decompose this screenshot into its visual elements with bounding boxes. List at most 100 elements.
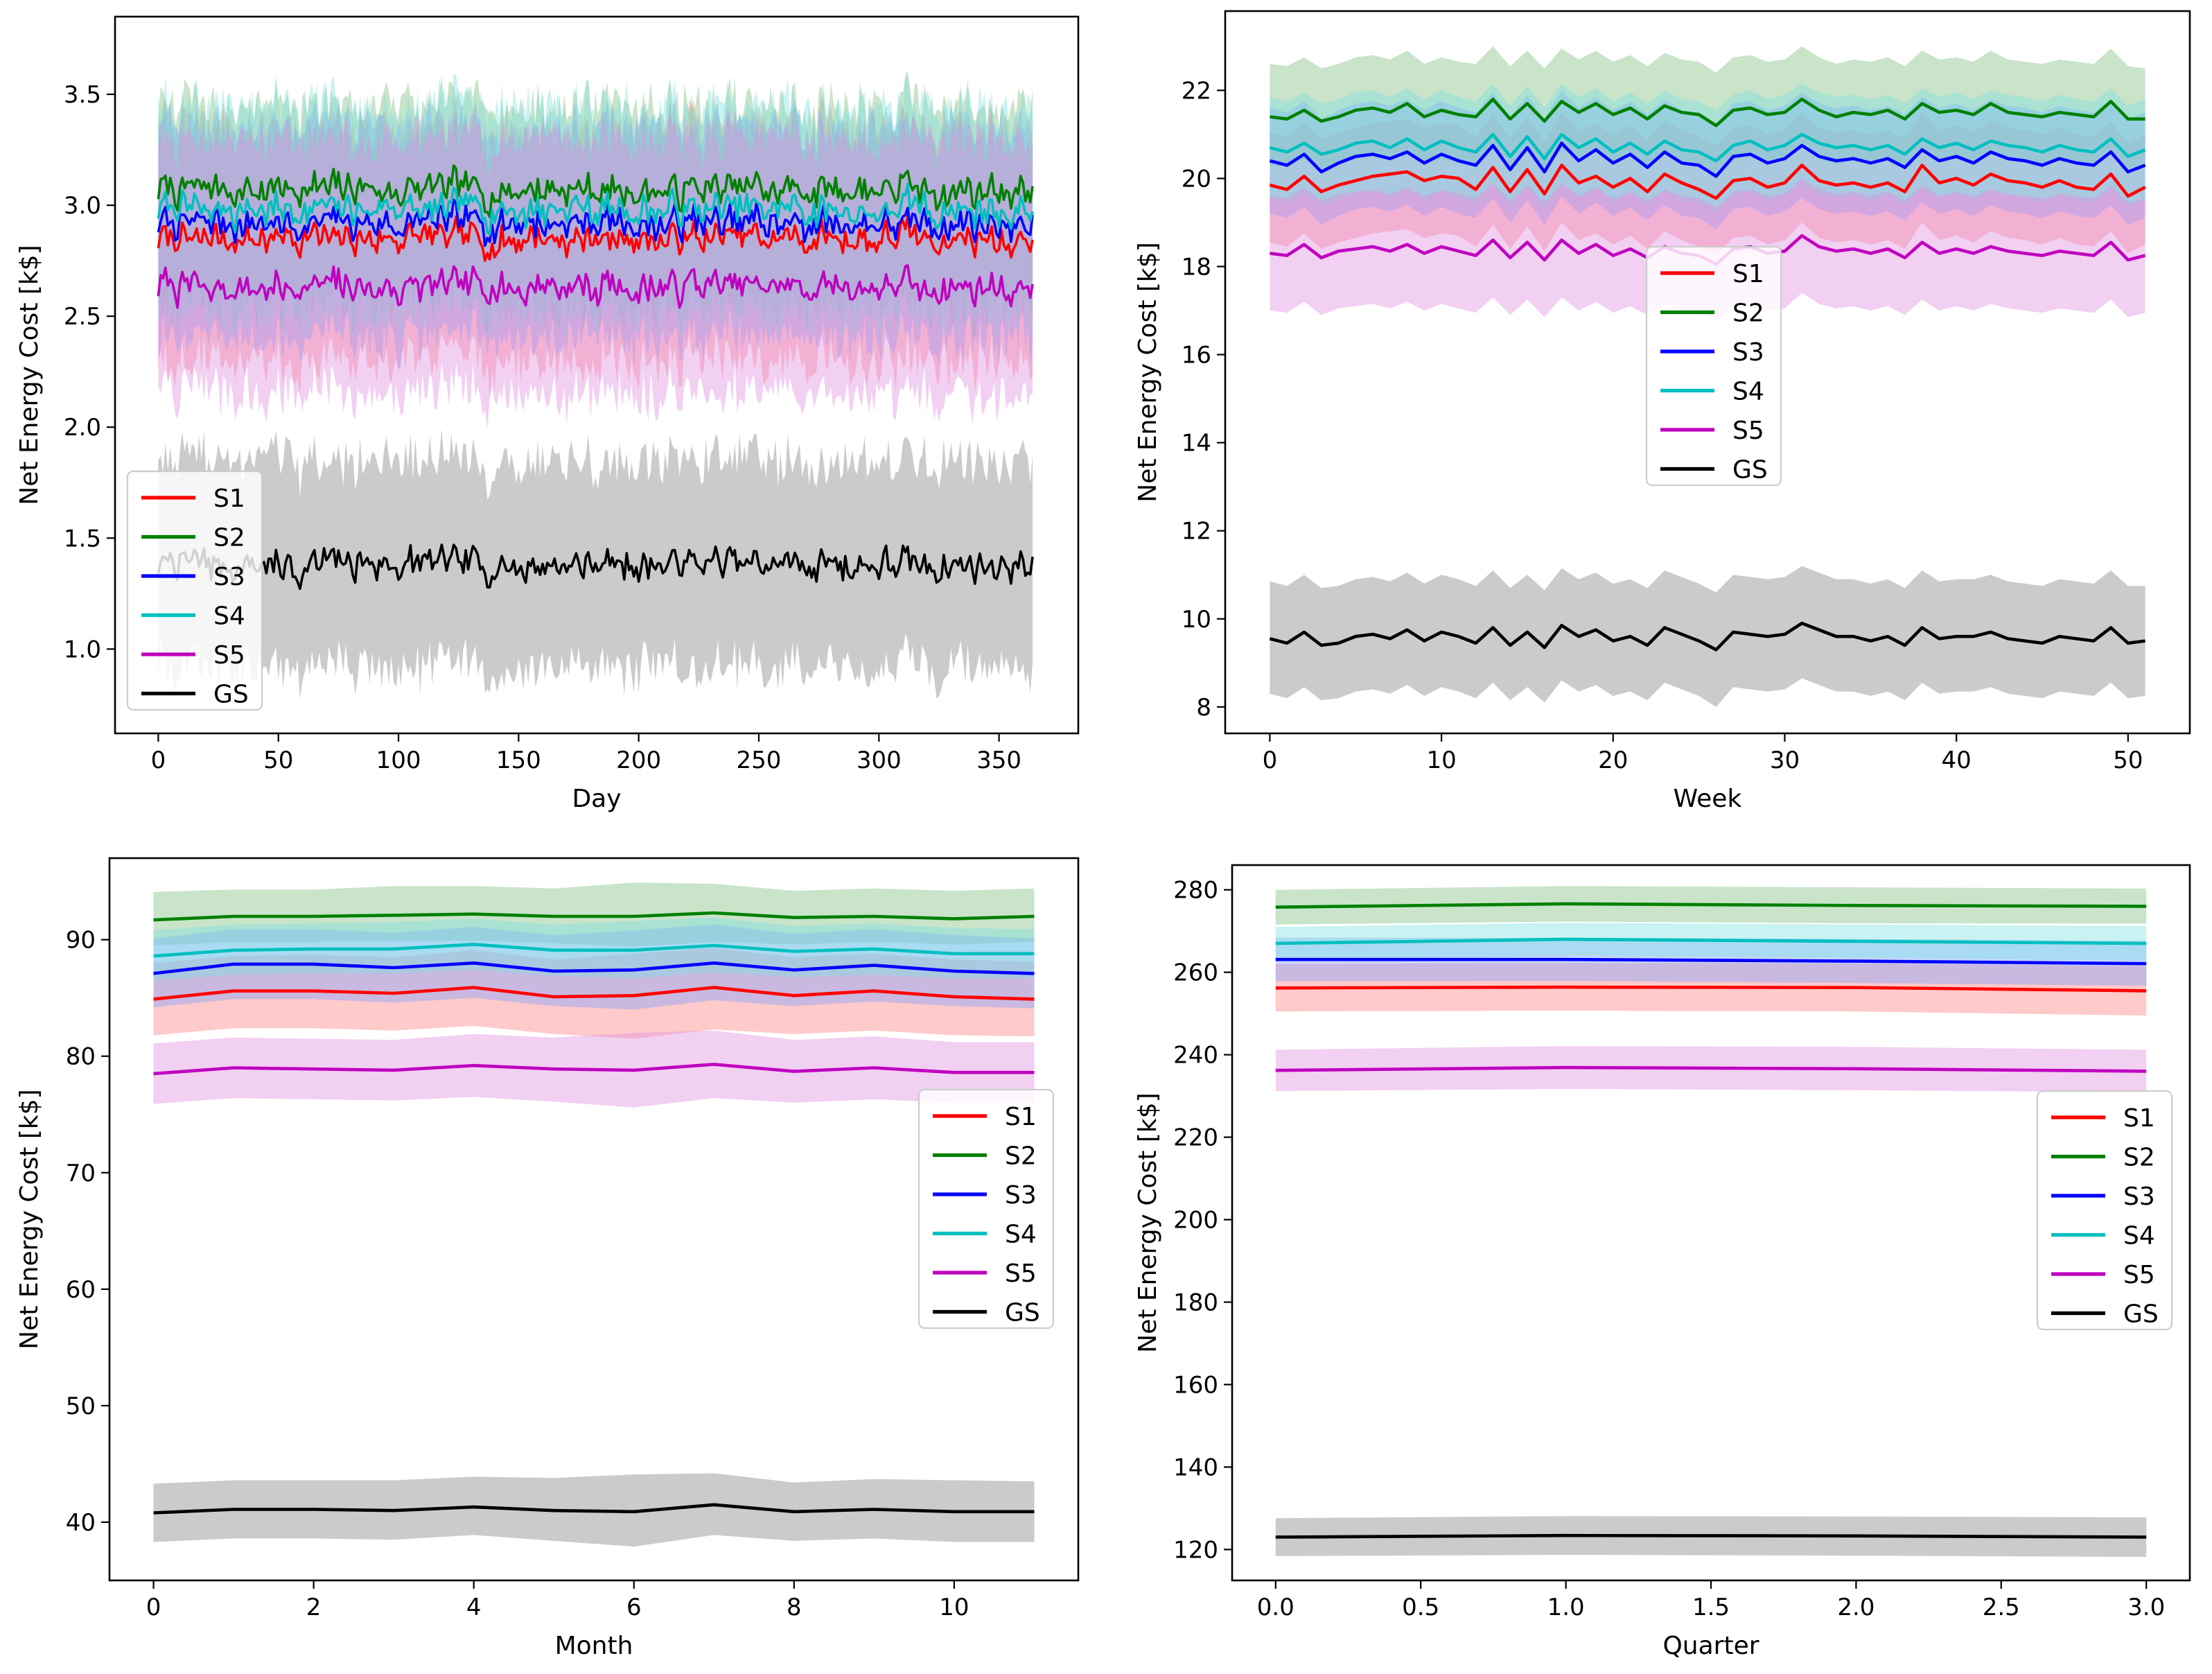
- band-s1: [153, 948, 1035, 1039]
- legend-label-s1: S1: [1732, 260, 1764, 288]
- x-tick-label: 0: [146, 1594, 161, 1621]
- legend-label-s3: S3: [1005, 1181, 1037, 1210]
- x-tick-label: 0.5: [1402, 1594, 1439, 1621]
- legend-label-s2: S2: [1005, 1142, 1037, 1171]
- y-tick-label: 10: [1182, 606, 1211, 634]
- x-tick-label: 50: [263, 747, 293, 774]
- band-s5: [158, 108, 1033, 428]
- y-tick-label: 18: [1182, 254, 1211, 281]
- panel-daily: 0 50 100 150 200 250 300 350 1.0 1.5 2.0 2.5 3.0 3.5 D…: [15, 15, 1080, 813]
- y-tick-label: 40: [66, 1509, 96, 1537]
- y-tick-label: 1.0: [64, 636, 101, 663]
- y-axis-label: Net Energy Cost [k$]: [1134, 1092, 1162, 1352]
- x-tick-label: 1.0: [1547, 1594, 1585, 1621]
- series-line-s4: [1275, 937, 2147, 945]
- band-s4: [158, 73, 1033, 347]
- legend-label-s5: S5: [1005, 1259, 1037, 1288]
- y-tick-label: 200: [1173, 1207, 1218, 1235]
- plot-area: [153, 882, 1035, 1547]
- legend-box: [918, 1088, 1055, 1329]
- axes-frame: [108, 857, 1080, 1582]
- series-line-s3: [1275, 957, 2147, 966]
- y-axis-label: Net Energy Cost [k$]: [15, 1089, 44, 1349]
- series-line-gs: [157, 543, 1034, 591]
- legend: S1 S2 S3 S4 S5 GS: [1645, 245, 1782, 487]
- legend-label-s5: S5: [1732, 417, 1764, 445]
- series-line-s3: [153, 961, 1035, 975]
- x-tick-label: 10: [939, 1594, 969, 1621]
- legend-label-gs: GS: [213, 681, 249, 709]
- x-tick-label: 350: [976, 747, 1021, 774]
- x-tick-label: 2.0: [1837, 1594, 1875, 1621]
- series-line-gs: [1269, 621, 2145, 652]
- y-tick-label: 12: [1182, 518, 1211, 546]
- y-tick-label: 22: [1182, 77, 1211, 105]
- y-tick-label: 220: [1173, 1124, 1218, 1152]
- x-tick-label: 100: [376, 747, 421, 774]
- series-line-s3: [1269, 141, 2146, 178]
- y-tick-label: 16: [1182, 342, 1211, 369]
- x-tick-label: 10: [1426, 747, 1456, 774]
- legend-label-s4: S4: [1732, 378, 1764, 406]
- legend-label-s1: S1: [1005, 1103, 1037, 1131]
- y-tick-label: 120: [1173, 1536, 1218, 1564]
- x-tick-label: 3.0: [2127, 1594, 2165, 1621]
- y-tick-label: 50: [66, 1393, 96, 1420]
- legend-box: [2036, 1090, 2173, 1331]
- plot-area: [157, 70, 1034, 699]
- legend-label-s5: S5: [213, 641, 245, 670]
- series-line-s1: [1275, 985, 2147, 993]
- legend: S1 S2 S3 S4 S5 GS: [2036, 1090, 2173, 1331]
- band-s3: [1270, 90, 2145, 229]
- x-tick-label: 300: [857, 747, 902, 774]
- y-tick-label: 80: [66, 1043, 96, 1071]
- x-tick-label: 0.0: [1257, 1594, 1294, 1621]
- legend-box: [126, 470, 263, 711]
- legend-label-s2: S2: [2123, 1144, 2155, 1172]
- band-s4: [1270, 83, 2145, 212]
- axes-frame: [1224, 10, 2191, 735]
- legend-label-gs: GS: [1005, 1299, 1040, 1327]
- legend-label-s4: S4: [1005, 1221, 1037, 1249]
- x-tick-label: 40: [1942, 747, 1972, 774]
- x-tick-label: 2.5: [1983, 1594, 2020, 1621]
- series-line-s2: [153, 911, 1035, 922]
- y-tick-label: 70: [66, 1160, 96, 1187]
- series-line-s5: [1275, 1065, 2147, 1073]
- x-axis-label: Quarter: [1662, 1632, 1759, 1660]
- y-tick-label: 160: [1173, 1371, 1218, 1399]
- legend-label-s4: S4: [213, 602, 245, 631]
- x-tick-label: 50: [2113, 747, 2143, 774]
- x-tick-label: 2: [306, 1594, 322, 1621]
- x-tick-label: 4: [466, 1594, 482, 1621]
- panel-weekly: 0 10 20 30 40 50 8 10 12 14 16 18 20 22 Week Net Energy…: [1134, 10, 2191, 813]
- x-tick-label: 30: [1770, 747, 1800, 774]
- y-tick-label: 2.5: [64, 303, 101, 331]
- legend-label-s4: S4: [2123, 1222, 2155, 1250]
- y-axis-label: Net Energy Cost [k$]: [1134, 242, 1162, 502]
- legend-label-gs: GS: [2123, 1300, 2159, 1329]
- x-tick-label: 0: [1263, 747, 1278, 774]
- legend-label-s1: S1: [213, 485, 245, 513]
- legend-label-gs: GS: [1732, 456, 1768, 485]
- y-tick-label: 3.5: [64, 81, 101, 109]
- x-tick-label: 150: [496, 747, 541, 774]
- legend-box: [1645, 245, 1782, 487]
- series-line-s4: [153, 943, 1035, 958]
- y-tick-label: 60: [66, 1276, 96, 1304]
- series-line-s2: [1275, 902, 2147, 909]
- y-tick-label: 140: [1173, 1454, 1218, 1481]
- series-line-s2: [157, 164, 1034, 218]
- series-line-gs: [1275, 1533, 2147, 1539]
- y-tick-label: 2.0: [64, 414, 101, 442]
- legend-label-s3: S3: [213, 563, 245, 591]
- x-axis-label: Month: [555, 1632, 633, 1660]
- plot-area: [1269, 46, 2146, 707]
- panel-monthly: 0 2 4 6 8 10 40 50 60 70 80 90 Month Net Energy Cost …: [15, 857, 1080, 1660]
- series-line-s1: [157, 214, 1034, 262]
- y-tick-label: 14: [1182, 430, 1211, 457]
- series-line-s5: [153, 1063, 1035, 1076]
- legend-label-s5: S5: [2123, 1261, 2155, 1289]
- y-tick-label: 3.0: [64, 192, 101, 220]
